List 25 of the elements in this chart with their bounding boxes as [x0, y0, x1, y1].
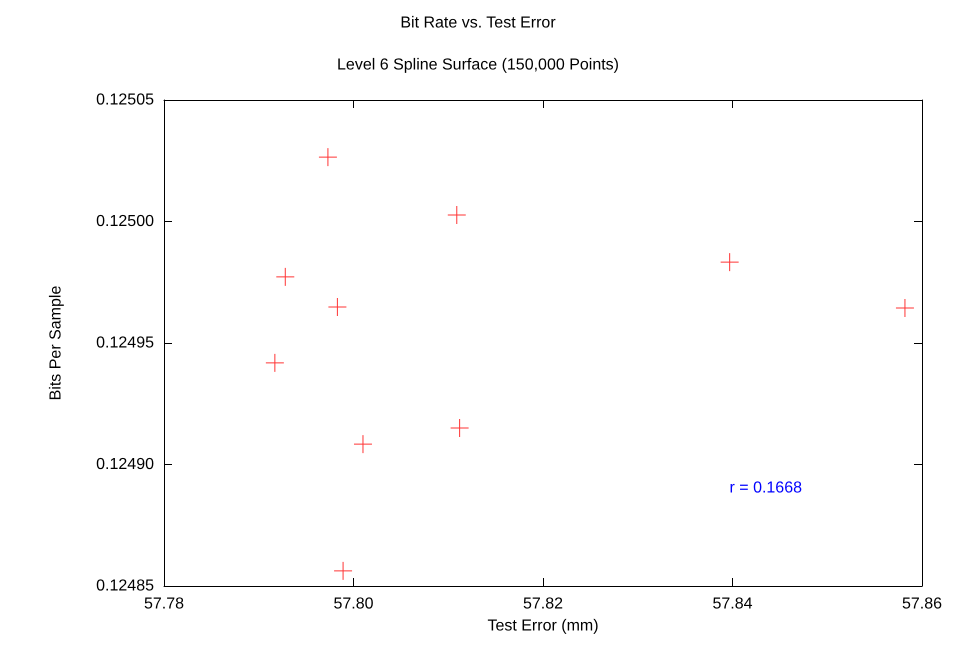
- point: [276, 267, 295, 286]
- y-axis-title: Bits Per Sample: [48, 286, 64, 400]
- x-tick-label: 57.86: [902, 596, 942, 612]
- y-tick-label: 0.12485: [96, 578, 154, 594]
- point: [318, 148, 338, 167]
- y-tick-label: 0.12490: [96, 456, 154, 473]
- y-tick-label: 0.12495: [96, 334, 154, 352]
- point: [720, 252, 740, 272]
- x-tick-label: 57.82: [522, 596, 564, 612]
- y-tick-label: 0.12505: [96, 92, 154, 108]
- x-axis-title: Test Error (mm): [487, 618, 599, 634]
- point: [328, 298, 347, 317]
- x-tick-label: 57.80: [333, 596, 374, 612]
- point: [447, 205, 466, 224]
- point: [334, 561, 353, 580]
- point: [353, 434, 372, 454]
- chart-subtitle: Level 6 Spline Surface (150,000 Points): [337, 56, 619, 74]
- x-tick-label: 57.84: [712, 596, 753, 612]
- point: [895, 298, 914, 318]
- point: [450, 418, 470, 438]
- annotation: r = 0.1668: [730, 480, 802, 496]
- chart-title: Bit Rate vs. Test Error: [400, 14, 556, 32]
- point: [265, 353, 284, 372]
- y-tick-label: 0.12500: [96, 213, 154, 230]
- x-tick-label: 57.78: [144, 596, 184, 612]
